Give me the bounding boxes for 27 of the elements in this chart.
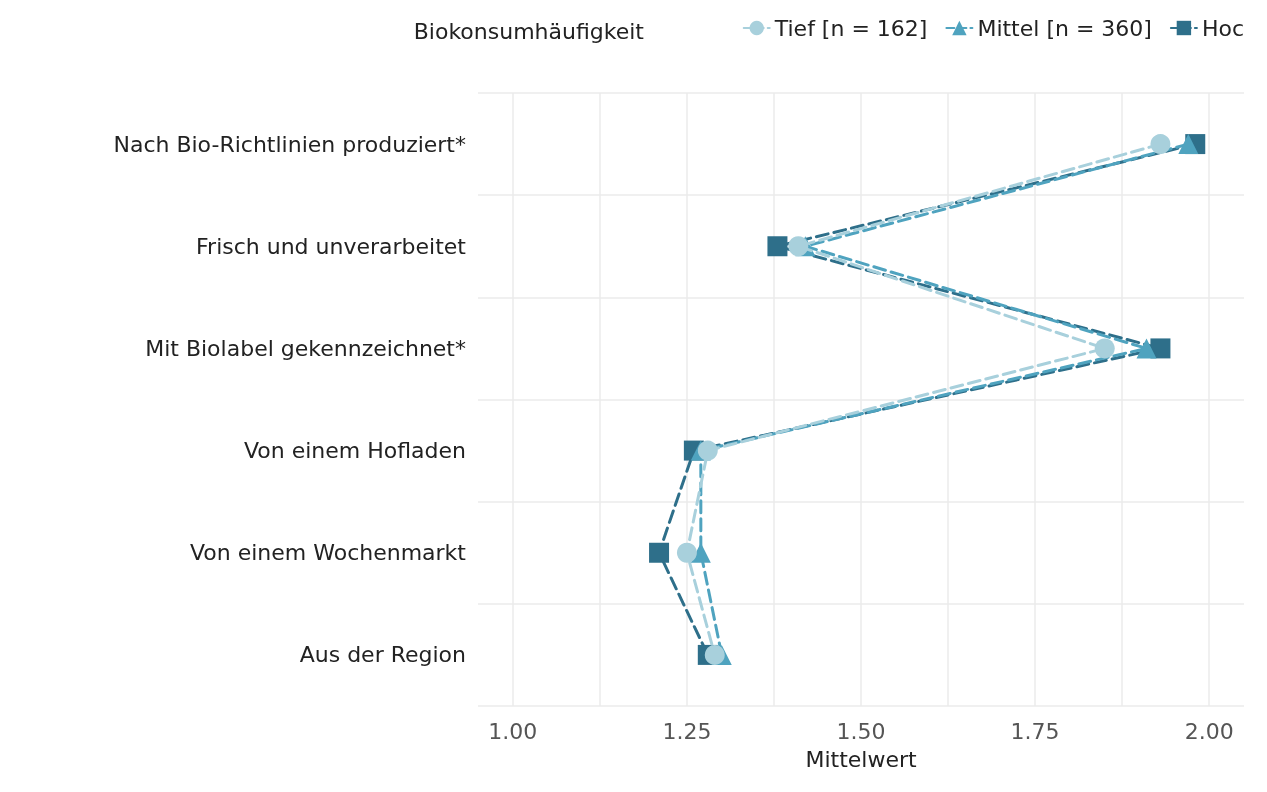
x-tick-label: 2.00: [1184, 718, 1234, 744]
point: [767, 236, 788, 257]
y-tick-label: Mit Biolabel gekennzeichnet*: [145, 335, 466, 361]
point: [788, 236, 809, 257]
x-axis-title: Mittelwert: [805, 746, 917, 772]
legend-label: Hoc: [1201, 15, 1245, 41]
point: [649, 542, 670, 563]
point: [704, 644, 725, 665]
x-tick-label: 1.50: [836, 718, 886, 744]
x-tick-label: 1.00: [488, 718, 538, 744]
point: [1178, 134, 1199, 155]
y-tick-label: Nach Bio-Richtlinien produziert*: [113, 131, 466, 157]
legend-label: Mittel [n = 360]: [977, 15, 1152, 41]
point: [676, 542, 697, 563]
x-tick-label: 1.75: [1010, 718, 1060, 744]
y-tick-label: Von einem Hofladen: [243, 438, 466, 464]
point: [1150, 134, 1171, 155]
y-tick-label: Frisch und unverarbeitet: [196, 233, 467, 259]
y-tick-label: Aus der Region: [299, 642, 466, 668]
y-tick-label: Von einem Wochenmarkt: [189, 540, 467, 566]
point: [697, 440, 718, 461]
point: [1094, 338, 1115, 359]
point: [690, 542, 711, 563]
x-tick-label: 1.25: [662, 718, 712, 744]
legend-label: Tief [n = 162]: [773, 15, 928, 41]
point: [1136, 338, 1157, 359]
legend-title: Biokonsumhäufigkeit: [413, 18, 645, 44]
